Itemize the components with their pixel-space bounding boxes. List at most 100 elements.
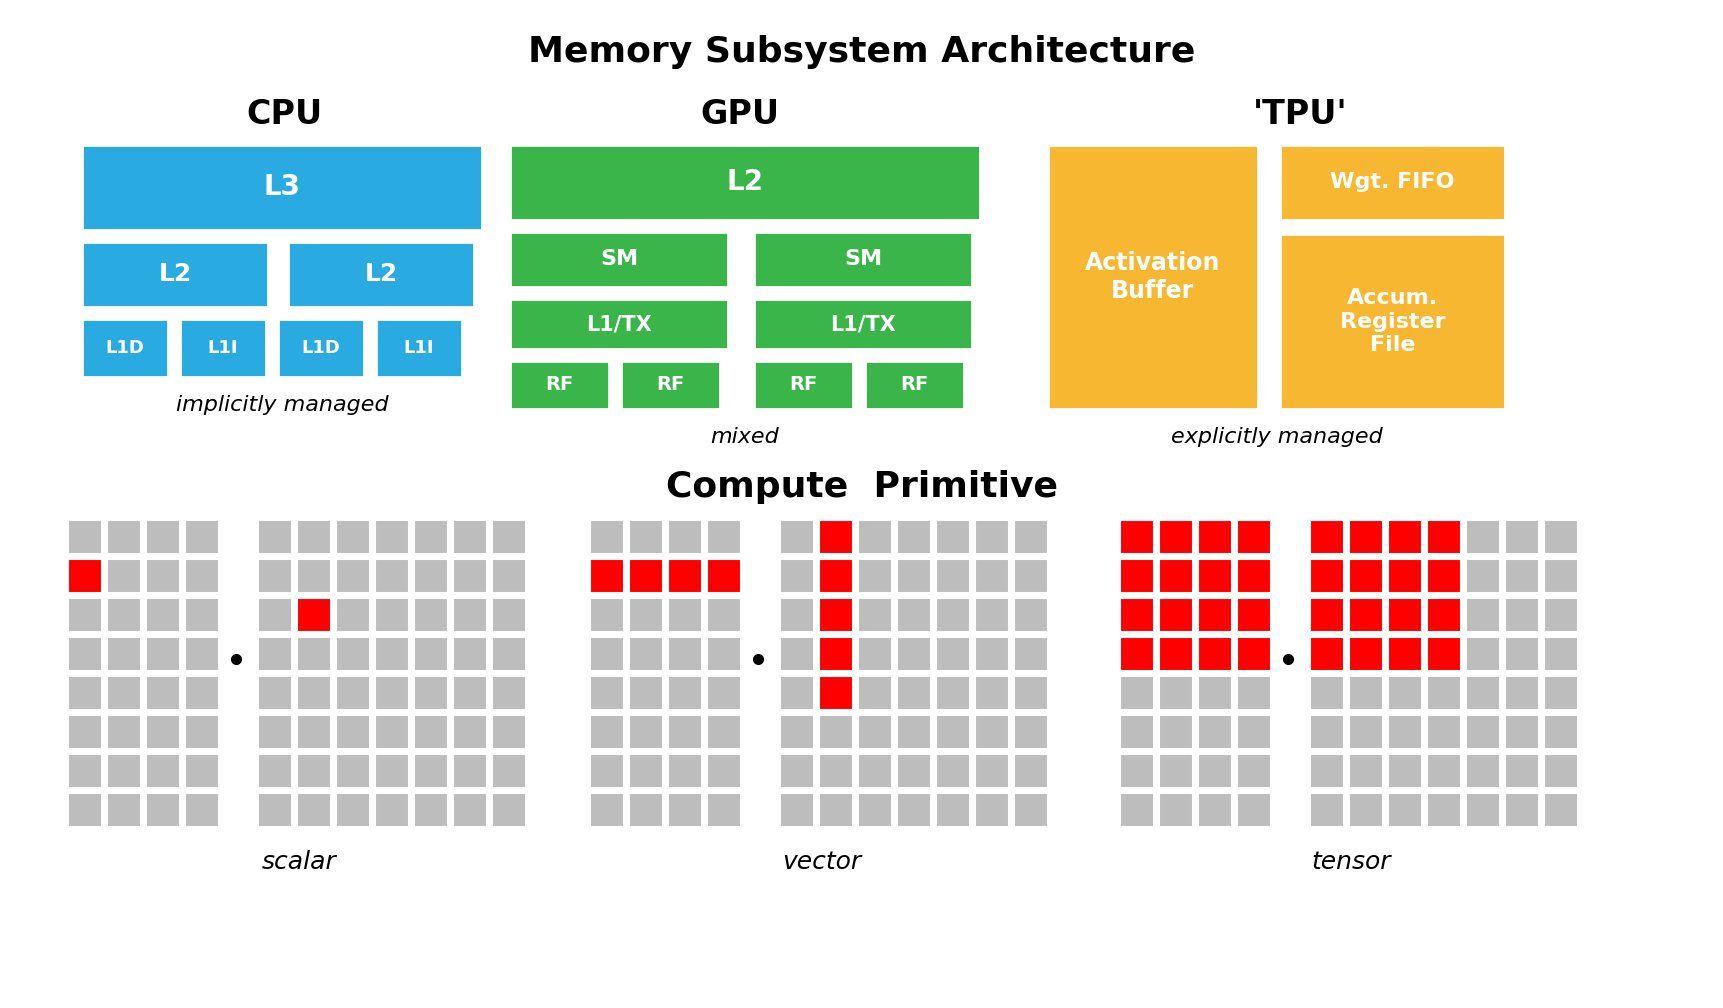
Bar — [1465, 637, 1499, 671]
Bar — [414, 715, 448, 749]
Bar — [1237, 598, 1270, 632]
Bar — [818, 598, 853, 632]
Bar — [1465, 715, 1499, 749]
Bar — [589, 598, 624, 632]
Bar — [1465, 793, 1499, 827]
Bar — [1347, 559, 1382, 593]
Bar — [1048, 145, 1258, 409]
Bar — [146, 676, 179, 710]
Bar — [753, 361, 853, 409]
Bar — [1158, 793, 1192, 827]
Bar — [1237, 793, 1270, 827]
Bar — [1120, 637, 1153, 671]
Bar — [896, 520, 930, 554]
Bar — [336, 559, 370, 593]
Bar — [1309, 559, 1344, 593]
Bar — [1158, 559, 1192, 593]
Text: RF: RF — [656, 376, 684, 394]
Bar — [184, 793, 219, 827]
Bar — [83, 319, 167, 377]
Bar — [779, 520, 813, 554]
Bar — [779, 598, 813, 632]
Bar — [376, 598, 408, 632]
Bar — [858, 676, 891, 710]
Bar — [376, 520, 408, 554]
Bar — [1504, 715, 1539, 749]
Text: SM: SM — [600, 249, 638, 269]
Bar — [184, 598, 219, 632]
Bar — [629, 520, 663, 554]
Bar — [936, 559, 970, 593]
Bar — [1197, 637, 1232, 671]
Bar — [629, 598, 663, 632]
Bar — [491, 793, 526, 827]
Text: SM: SM — [844, 249, 882, 269]
Bar — [1197, 598, 1232, 632]
Bar — [896, 754, 930, 788]
Bar — [1309, 793, 1344, 827]
Bar — [936, 520, 970, 554]
Bar — [1158, 754, 1192, 788]
Bar — [414, 637, 448, 671]
Bar — [818, 559, 853, 593]
Bar — [667, 559, 701, 593]
Bar — [414, 598, 448, 632]
Text: Memory Subsystem Architecture: Memory Subsystem Architecture — [527, 35, 1196, 69]
Bar — [1013, 598, 1048, 632]
Bar — [1013, 793, 1048, 827]
Bar — [667, 793, 701, 827]
Bar — [896, 793, 930, 827]
Bar — [107, 676, 141, 710]
Bar — [67, 520, 102, 554]
Bar — [288, 242, 474, 307]
Bar — [1387, 754, 1421, 788]
Bar — [779, 637, 813, 671]
Bar — [1347, 637, 1382, 671]
Bar — [67, 676, 102, 710]
Bar — [1237, 715, 1270, 749]
Bar — [975, 676, 1008, 710]
Bar — [706, 676, 741, 710]
Bar — [258, 520, 291, 554]
Text: L3: L3 — [264, 173, 300, 201]
Bar — [1120, 754, 1153, 788]
Bar — [1387, 598, 1421, 632]
Bar — [510, 361, 608, 409]
Bar — [1278, 234, 1504, 409]
Bar — [1158, 520, 1192, 554]
Bar — [336, 598, 370, 632]
Bar — [510, 232, 727, 287]
Bar — [258, 637, 291, 671]
Bar — [936, 793, 970, 827]
Bar — [1309, 754, 1344, 788]
Bar — [1504, 559, 1539, 593]
Bar — [296, 520, 331, 554]
Bar — [858, 754, 891, 788]
Bar — [376, 319, 462, 377]
Bar — [1278, 145, 1504, 220]
Bar — [706, 598, 741, 632]
Bar — [858, 520, 891, 554]
Bar — [706, 520, 741, 554]
Bar — [1544, 598, 1577, 632]
Bar — [1504, 754, 1539, 788]
Text: 'TPU': 'TPU' — [1253, 99, 1347, 131]
Bar — [818, 637, 853, 671]
Bar — [1504, 637, 1539, 671]
Bar — [1197, 520, 1232, 554]
Bar — [1544, 793, 1577, 827]
Bar — [1347, 520, 1382, 554]
Bar — [1197, 754, 1232, 788]
Bar — [1013, 520, 1048, 554]
Text: mixed: mixed — [710, 427, 779, 447]
Bar — [1347, 715, 1382, 749]
Bar — [258, 793, 291, 827]
Bar — [1465, 559, 1499, 593]
Bar — [1158, 637, 1192, 671]
Bar — [1237, 676, 1270, 710]
Bar — [818, 520, 853, 554]
Text: Activation
Buffer: Activation Buffer — [1085, 251, 1220, 302]
Bar — [1387, 559, 1421, 593]
Bar — [336, 520, 370, 554]
Bar — [779, 793, 813, 827]
